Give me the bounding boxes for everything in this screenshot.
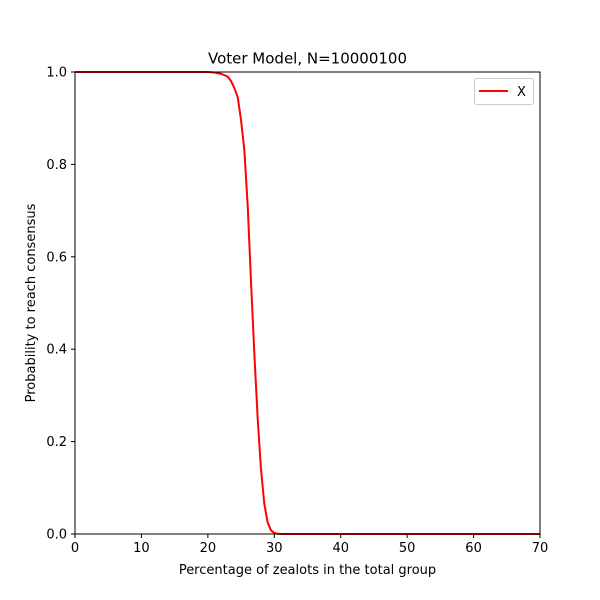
y-tick-label: 0.0 — [46, 528, 67, 543]
y-tick-label: 0.2 — [46, 435, 67, 450]
x-tick-label: 40 — [332, 541, 349, 556]
x-tick-label: 50 — [399, 541, 416, 556]
y-axis: 0.0 0.2 0.4 0.6 0.8 1.0 — [46, 66, 75, 543]
x-tick-label: 70 — [532, 541, 549, 556]
chart-title: Voter Model, N=10000100 — [208, 50, 407, 68]
x-tick-label: 60 — [465, 541, 482, 556]
y-tick-label: 0.4 — [46, 343, 67, 358]
x-tick-label: 20 — [200, 541, 217, 556]
legend-label-x: X — [517, 85, 526, 100]
x-axis-label: Percentage of zealots in the total group — [179, 563, 436, 578]
x-axis: 0 10 20 30 40 50 60 70 — [71, 534, 548, 556]
series-line-0 — [75, 71, 540, 535]
plot-frame — [74, 71, 541, 535]
x-tick-label: 0 — [71, 541, 79, 556]
x-tick-label: 10 — [133, 541, 150, 556]
y-tick-label: 0.8 — [46, 158, 67, 173]
plot-area — [75, 71, 540, 535]
legend: X — [474, 78, 534, 105]
y-axis-label: Probability to reach consensus — [24, 203, 39, 402]
y-tick-label: 1.0 — [46, 66, 67, 81]
y-tick-label: 0.6 — [46, 250, 67, 265]
x-tick-label: 30 — [266, 541, 283, 556]
